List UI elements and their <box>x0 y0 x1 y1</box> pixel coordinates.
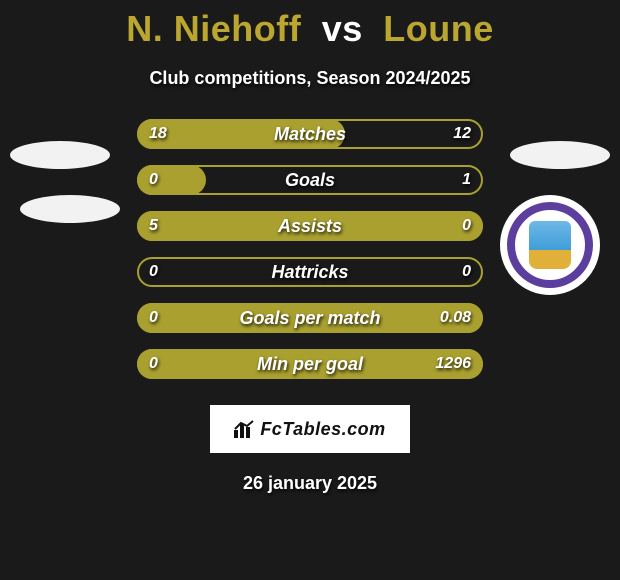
bars-icon <box>234 420 254 438</box>
stat-bar: 1812Matches <box>137 119 483 149</box>
content-area: 1812Matches 01Goals 50Assists 00Hattricks 00… <box>0 119 620 494</box>
right-ellipse <box>510 141 610 169</box>
bars-container: 1812Matches 01Goals 50Assists 00Hattricks 00… <box>137 119 483 379</box>
badge-shield <box>529 221 571 269</box>
left-ellipse-2 <box>20 195 120 223</box>
vs-text: vs <box>322 8 363 49</box>
player1-name: N. Niehoff <box>126 8 301 49</box>
date-text: 26 january 2025 <box>0 473 620 494</box>
fctables-logo: FcTables.com <box>210 405 410 453</box>
stat-bar: 01Goals <box>137 165 483 195</box>
subtitle: Club competitions, Season 2024/2025 <box>0 68 620 89</box>
badge-ring <box>507 202 593 288</box>
left-ellipse-1 <box>10 141 110 169</box>
bar-fill <box>137 119 345 149</box>
club-badge <box>500 195 600 295</box>
bar-fill <box>137 303 483 333</box>
title: N. Niehoff vs Loune <box>0 0 620 50</box>
stat-bar: 50Assists <box>137 211 483 241</box>
player2-name: Loune <box>383 8 493 49</box>
logo-text: FcTables.com <box>260 419 385 440</box>
bar-fill <box>137 165 206 195</box>
bar-outline <box>137 257 483 287</box>
bar-fill <box>137 349 483 379</box>
bar-fill <box>137 211 483 241</box>
stat-bar: 01296Min per goal <box>137 349 483 379</box>
stat-bar: 00.08Goals per match <box>137 303 483 333</box>
stat-bar: 00Hattricks <box>137 257 483 287</box>
